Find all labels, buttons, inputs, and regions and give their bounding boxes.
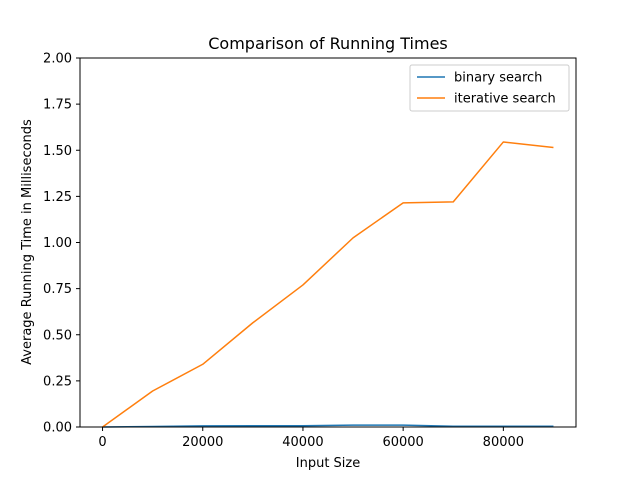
x-tick-label: 40000 bbox=[282, 435, 323, 450]
y-tick-label: 2.00 bbox=[43, 52, 72, 67]
y-tick-label: 1.50 bbox=[43, 144, 72, 159]
x-tick-label: 20000 bbox=[182, 435, 223, 450]
series-line-binary-search bbox=[102, 424, 554, 428]
x-axis-ticks: 0 20000 40000 60000 80000 bbox=[98, 427, 524, 450]
legend-label: binary search bbox=[454, 71, 542, 86]
plot-lines bbox=[102, 141, 554, 428]
x-tick-label: 0 bbox=[98, 435, 106, 450]
x-tick-label: 60000 bbox=[382, 435, 423, 450]
y-tick-label: 1.25 bbox=[43, 190, 72, 205]
series-line-iterative-search bbox=[102, 141, 554, 428]
legend: binary search iterative search bbox=[409, 64, 570, 112]
y-tick-label: 0.00 bbox=[43, 421, 72, 436]
chart-title: Comparison of Running Times bbox=[208, 34, 448, 53]
y-tick-label: 1.00 bbox=[43, 236, 72, 251]
y-axis-ticks: 0.00 0.25 0.50 0.75 1.00 1.25 1.50 1.75 2.00 bbox=[43, 52, 80, 436]
y-tick-label: 0.50 bbox=[43, 328, 72, 343]
y-tick-label: 1.75 bbox=[43, 98, 72, 113]
x-axis-label: Input Size bbox=[296, 456, 360, 471]
legend-box bbox=[409, 64, 570, 112]
plot-frame bbox=[79, 57, 577, 428]
y-axis-label: Average Running Time in Milliseconds bbox=[20, 119, 35, 365]
x-tick-label: 80000 bbox=[483, 435, 524, 450]
legend-label: iterative search bbox=[454, 92, 556, 107]
y-tick-label: 0.25 bbox=[43, 374, 72, 389]
y-tick-label: 0.75 bbox=[43, 282, 72, 297]
